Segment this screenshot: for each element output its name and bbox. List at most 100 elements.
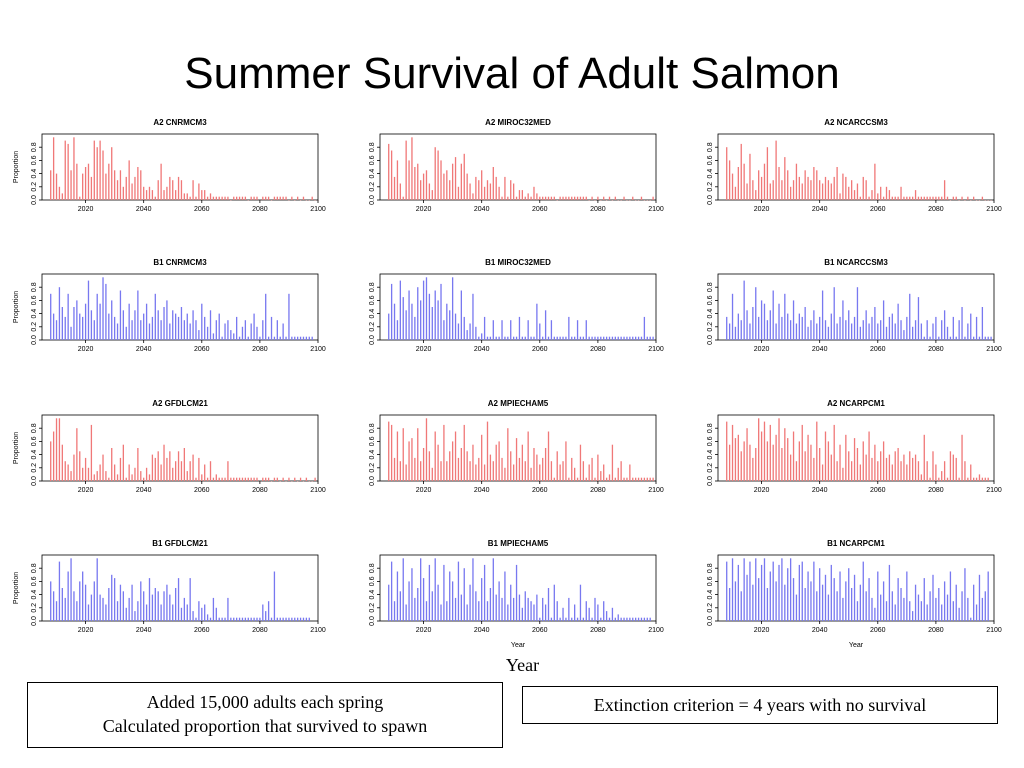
bar-2082 (603, 601, 605, 621)
y-tick-label: 0.6 (369, 155, 376, 165)
bar-2061 (880, 186, 882, 200)
bar-2087 (617, 467, 619, 481)
bar-2009 (728, 444, 731, 481)
bar-2078 (929, 196, 931, 200)
bar-2086 (952, 454, 954, 481)
bar-2040 (481, 434, 483, 481)
bar-2029 (111, 147, 113, 200)
bar-2047 (839, 316, 841, 340)
bar-2039 (478, 336, 480, 340)
bar-2095 (640, 617, 643, 621)
bar-2050 (848, 186, 850, 200)
bar-2020 (422, 280, 425, 340)
bar-2082 (265, 611, 267, 621)
bar-2040 (819, 316, 821, 340)
bar-2071 (909, 451, 911, 481)
bar-2020 (84, 167, 87, 200)
bar-2047 (839, 571, 841, 621)
bar-2037 (810, 581, 812, 621)
bar-2026 (102, 277, 104, 340)
bar-2078 (591, 196, 593, 200)
bar-2085 (611, 607, 614, 621)
bar-2071 (909, 196, 911, 200)
bar-2053 (856, 601, 859, 621)
y-tick-label: 0.4 (707, 309, 714, 319)
bar-2030 (789, 558, 792, 621)
bar-2011 (58, 287, 61, 340)
bar-2028 (108, 313, 110, 340)
bar-2017 (414, 597, 416, 621)
bar-2055 (524, 196, 526, 200)
y-tick-label: 0.4 (707, 169, 714, 179)
bar-2058 (871, 316, 873, 340)
bar-2045 (495, 336, 497, 340)
bar-2031 (454, 157, 457, 200)
y-tick-label: 0.2 (369, 322, 376, 332)
bar-2061 (542, 336, 544, 340)
bar-2072 (236, 477, 238, 481)
bar-2034 (463, 316, 465, 340)
bar-2070 (568, 477, 570, 481)
y-tick-label: 0.0 (707, 616, 714, 626)
bar-2015 (408, 160, 410, 200)
bar-2064 (888, 316, 891, 340)
bar-2079 (256, 196, 258, 200)
bar-2085 (949, 336, 952, 340)
bar-2086 (614, 336, 616, 340)
bar-2031 (116, 601, 119, 621)
bar-2087 (279, 196, 281, 200)
bar-2090 (626, 617, 628, 621)
bar-2046 (160, 163, 162, 200)
bar-2051 (512, 183, 515, 200)
bar-2042 (148, 323, 151, 340)
bar-2032 (457, 323, 460, 340)
bar-2082 (941, 604, 943, 621)
bar-2080 (597, 454, 599, 481)
bar-2078 (929, 336, 931, 340)
bar-2083 (943, 180, 946, 200)
y-tick-label: 0.6 (369, 436, 376, 446)
bar-2025 (437, 300, 439, 340)
bar-2095 (978, 336, 981, 340)
bar-2077 (926, 196, 928, 200)
bar-2022 (766, 147, 769, 200)
bar-2009 (728, 588, 731, 621)
bar-2084 (608, 336, 611, 340)
bar-2094 (637, 477, 640, 481)
bar-2054 (859, 584, 862, 621)
bar-2068 (562, 607, 564, 621)
bar-2021 (763, 558, 766, 621)
bar-2056 (527, 320, 529, 340)
bar-2018 (755, 448, 757, 481)
bar-2051 (174, 190, 177, 200)
bar-2091 (967, 597, 969, 621)
bar-2012 (61, 307, 63, 340)
bar-2046 (836, 591, 838, 621)
bar-2012 (61, 588, 63, 621)
bar-2089 (623, 196, 625, 200)
bar-2010 (731, 173, 734, 200)
bar-2024 (772, 290, 774, 340)
bar-2034 (125, 607, 127, 621)
bar-2097 (984, 591, 986, 621)
chart-title: B1 NCARCCSM3 (824, 258, 888, 267)
bar-2048 (842, 467, 844, 481)
bar-2042 (148, 186, 151, 200)
bar-2021 (425, 418, 428, 481)
bar-2063 (885, 601, 888, 621)
bar-2016 (749, 444, 751, 481)
bar-2093 (635, 477, 637, 481)
bar-2009 (52, 591, 55, 621)
bar-2027 (781, 558, 783, 621)
y-tick-label: 0.6 (31, 155, 38, 165)
bar-2041 (821, 584, 824, 621)
x-tick-label: 2040 (136, 627, 152, 634)
bar-2034 (463, 568, 465, 621)
x-tick-label: 2100 (310, 206, 326, 213)
bar-2045 (495, 444, 497, 481)
bar-2059 (874, 607, 876, 621)
bar-2031 (454, 597, 457, 621)
bar-2055 (862, 561, 864, 621)
chart-a2-ncarpcm1: A2 NCARPCM1 2020 2040 2060 2080 2100 0.0 0.4 0.8… (707, 399, 1002, 494)
bar-2080 (259, 336, 261, 340)
